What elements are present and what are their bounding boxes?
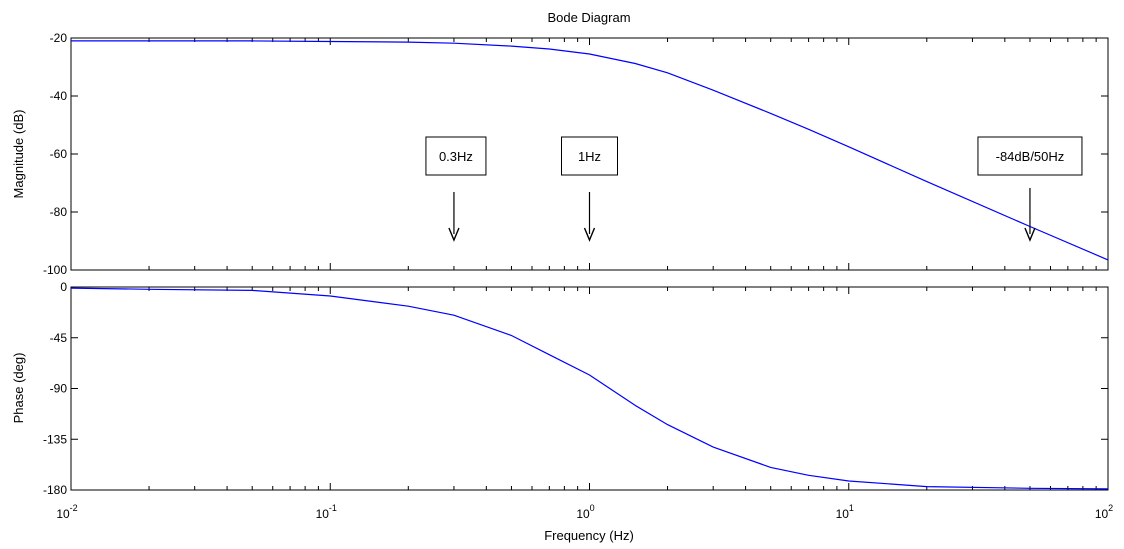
x-tick-label: 10-2: [56, 503, 77, 521]
annotation-2: -84dB/50Hz: [977, 136, 1083, 242]
annotation-1: 1Hz: [561, 136, 618, 242]
chart-title: Bode Diagram: [547, 10, 630, 25]
phase-y-tick-label: -180: [43, 483, 67, 497]
x-tick-label-base: 10: [576, 507, 590, 521]
annotation-arrow-head: [448, 227, 460, 242]
annotation-label: -84dB/50Hz: [996, 149, 1065, 164]
x-tick-label: 102: [1095, 503, 1113, 521]
x-axis-tick-labels: 10-2 10-1 100 101 102: [56, 503, 1113, 521]
magnitude-y-tick-label: -100: [43, 263, 67, 277]
magnitude-panel: -20 -40 -60 -80 -100 0.3Hz 1Hz -84dB/50Hz Magn…: [11, 31, 1109, 277]
x-tick-label-base: 10: [1095, 507, 1109, 521]
phase-y-tick-label: 0: [60, 280, 67, 294]
annotation-arrow-head: [1024, 227, 1036, 242]
magnitude-y-tick-label: -60: [50, 147, 68, 161]
magnitude-y-tick-label: -80: [50, 205, 68, 219]
phase-tick-marks: [70, 286, 1108, 491]
magnitude-series-line: [71, 40, 1109, 261]
x-axis-label: Frequency (Hz): [544, 528, 634, 543]
phase-y-tick-label: -45: [50, 331, 68, 345]
x-tick-label-exponent: -1: [329, 503, 337, 513]
annotation-label: 0.3Hz: [439, 149, 473, 164]
annotation-box: [561, 136, 618, 176]
x-tick-label-exponent: 2: [1108, 503, 1113, 513]
x-tick-label: 101: [836, 503, 854, 521]
x-tick-label-base: 10: [56, 507, 70, 521]
phase-y-axis-label: Phase (deg): [11, 353, 26, 424]
x-tick-label-exponent: 1: [849, 503, 854, 513]
x-tick-label-base: 10: [316, 507, 330, 521]
phase-series-line: [70, 287, 1109, 490]
x-tick-label: 100: [576, 503, 594, 521]
magnitude-y-axis-label: Magnitude (dB): [11, 110, 26, 199]
magnitude-y-tick-label: -20: [50, 31, 68, 45]
x-tick-label-base: 10: [836, 507, 850, 521]
x-tick-label: 10-1: [316, 503, 337, 521]
phase-plot-frame: [70, 286, 1109, 491]
phase-panel: 0 -45 -90 -135 -180 Phase (deg): [11, 280, 1109, 497]
annotation-box: [977, 136, 1083, 176]
annotation-arrow-head: [583, 227, 596, 242]
annotation-0: 0.3Hz: [425, 136, 487, 242]
x-tick-label-exponent: -2: [70, 503, 78, 513]
magnitude-y-tick-label: -40: [50, 89, 68, 103]
magnitude-annotations: 0.3Hz 1Hz -84dB/50Hz: [425, 136, 1083, 242]
phase-y-tick-labels: 0 -45 -90 -135 -180: [43, 280, 67, 497]
phase-y-tick-label: -135: [43, 432, 67, 446]
annotation-box: [425, 136, 487, 176]
magnitude-y-tick-labels: -20 -40 -60 -80 -100: [43, 31, 67, 277]
annotation-label: 1Hz: [578, 149, 601, 164]
x-tick-label-exponent: 0: [590, 503, 595, 513]
phase-y-tick-label: -90: [50, 382, 68, 396]
